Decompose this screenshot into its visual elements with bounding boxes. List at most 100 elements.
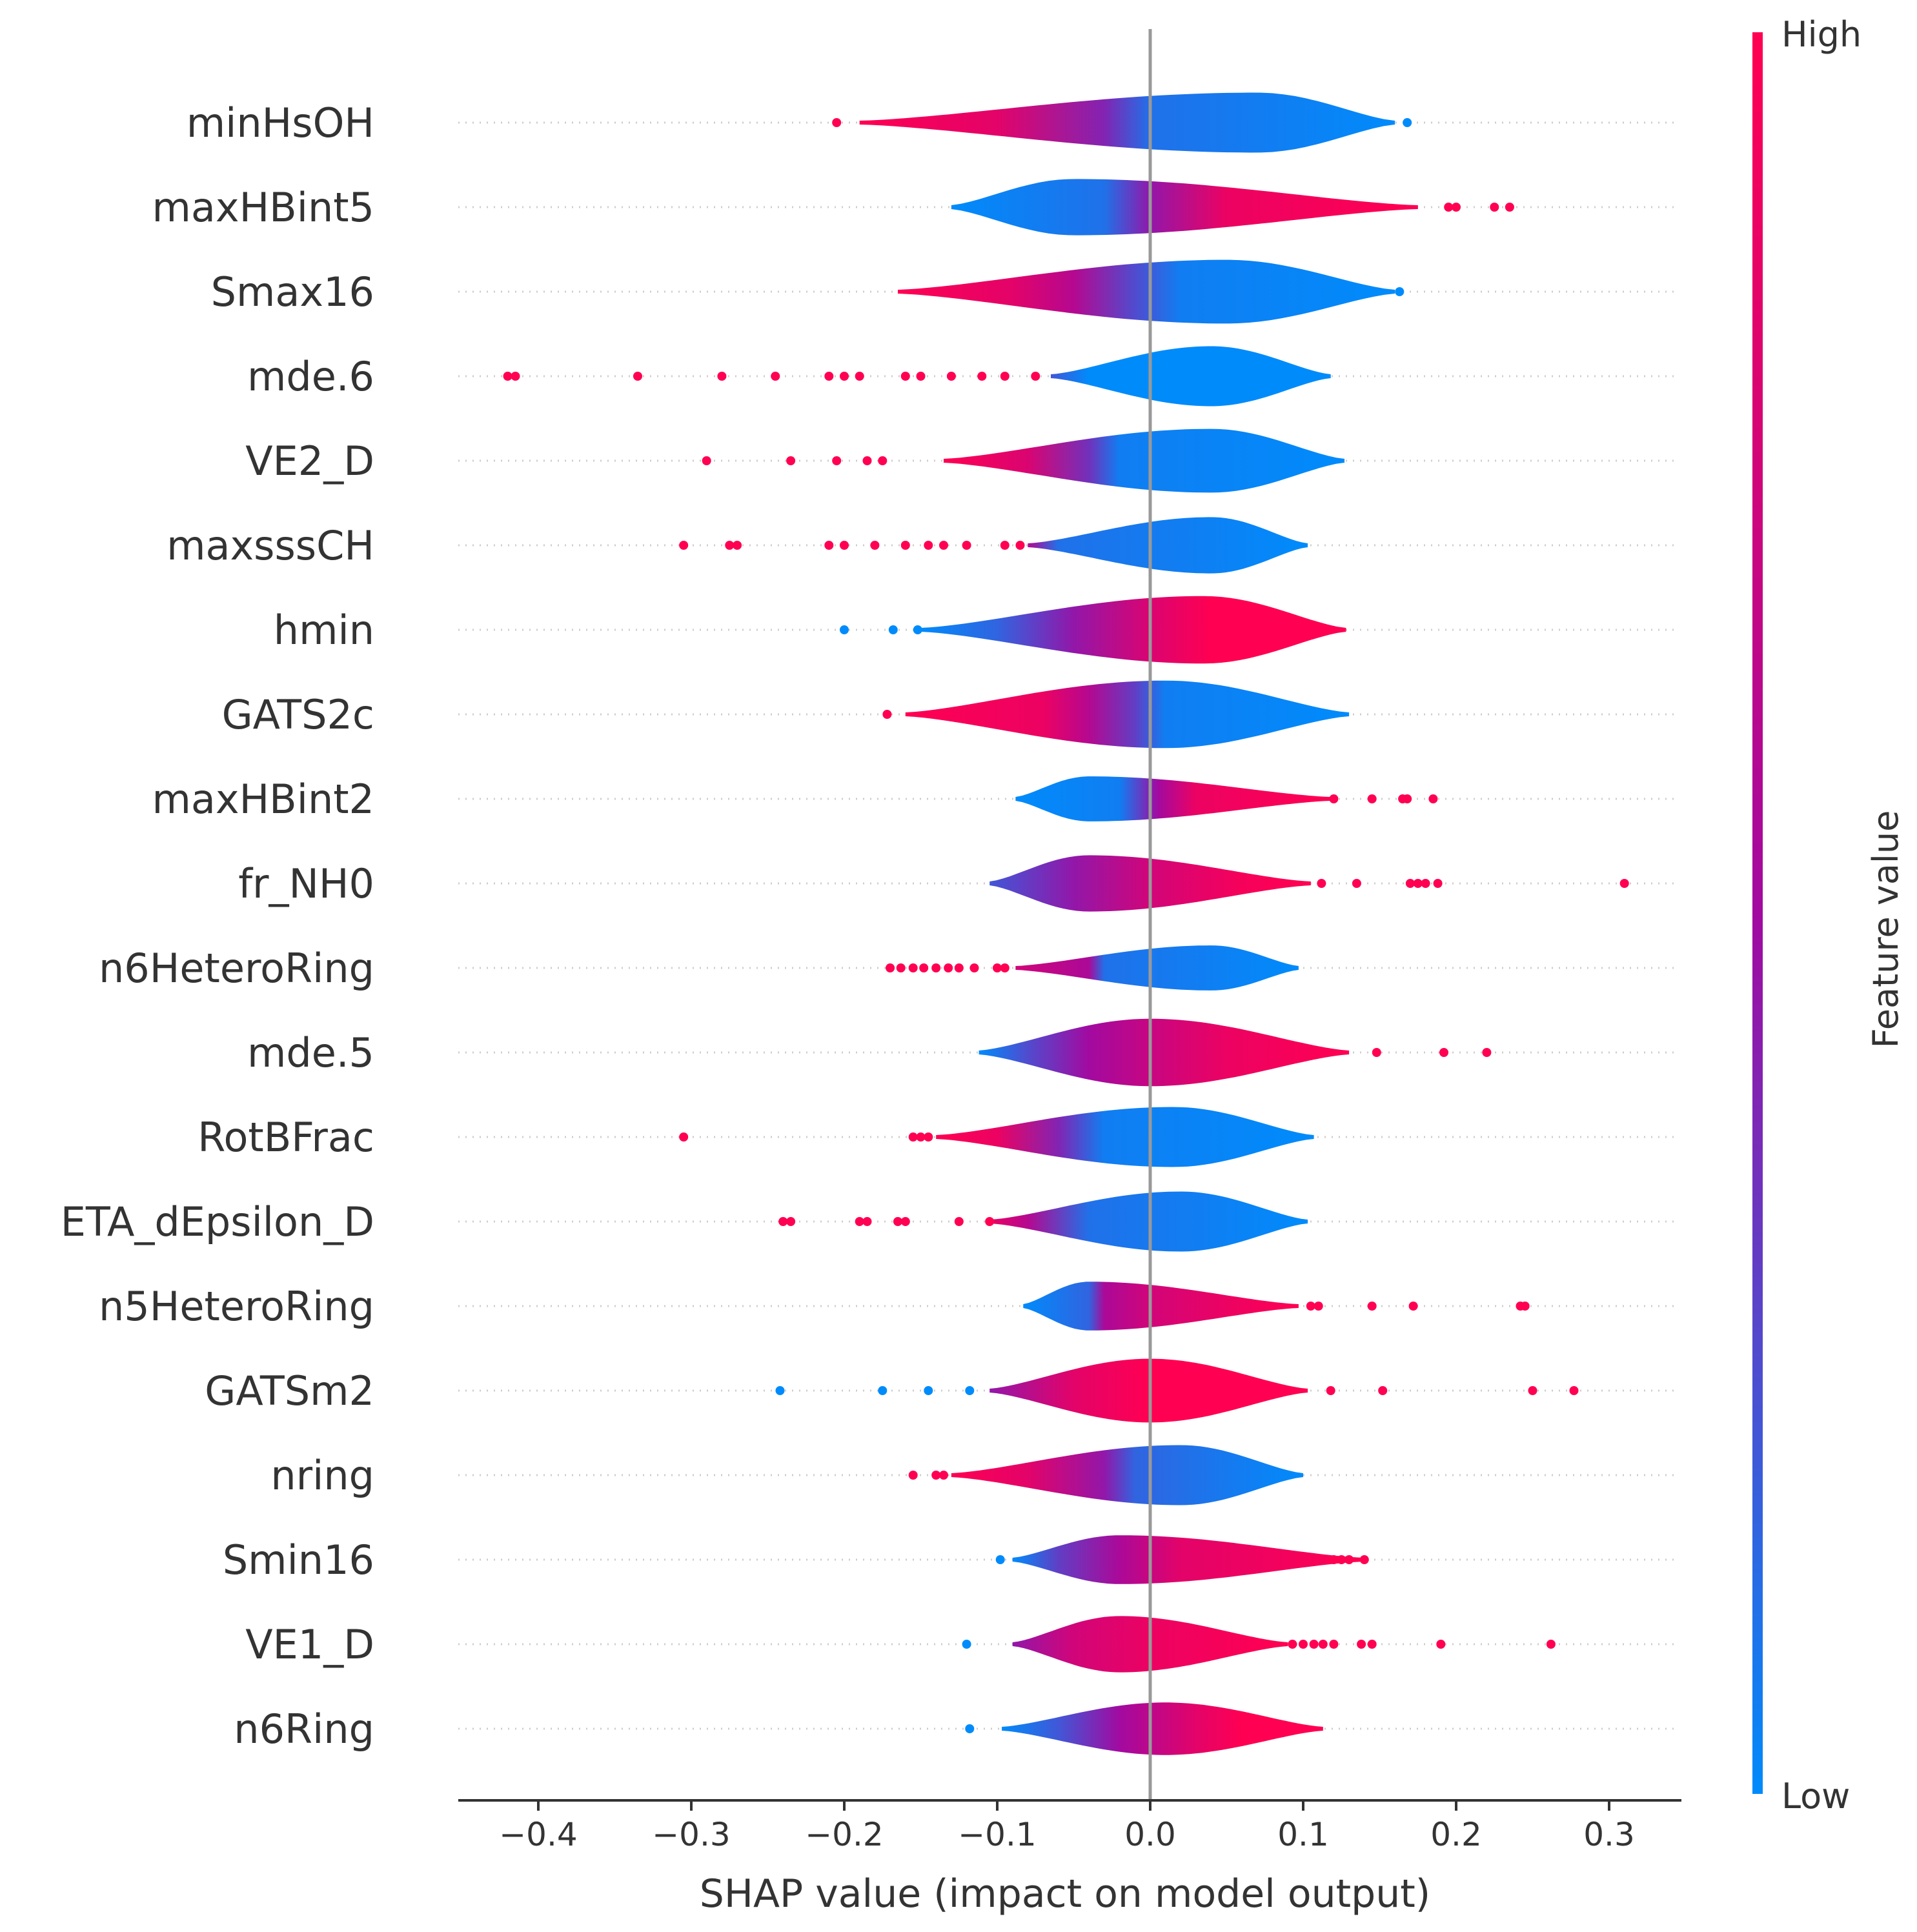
x-tick-label: −0.1	[958, 1816, 1036, 1853]
outlier-point	[878, 456, 888, 465]
outlier-point	[1505, 203, 1514, 212]
outlier-point	[840, 625, 849, 634]
outlier-point	[1329, 794, 1339, 803]
outlier-point	[1421, 879, 1430, 888]
outlier-point	[965, 1724, 975, 1733]
feature-label: fr_NH0	[238, 860, 374, 907]
outlier-point	[824, 541, 834, 550]
feature-label: VE1_D	[245, 1621, 374, 1668]
outlier-point	[1413, 879, 1423, 888]
outlier-point	[916, 1132, 926, 1142]
outlier-point	[908, 1132, 918, 1142]
outlier-point	[939, 1471, 948, 1480]
outlier-point	[862, 456, 872, 465]
outlier-point	[1359, 1555, 1369, 1564]
outlier-point	[1337, 1555, 1346, 1564]
outlier-point	[1490, 203, 1499, 212]
outlier-point	[965, 1386, 975, 1395]
feature-row: mde.5	[247, 1018, 1678, 1087]
outlier-point	[878, 1386, 888, 1395]
feature-row: GATS2c	[222, 680, 1678, 749]
outlier-point	[1395, 287, 1405, 296]
outlier-point	[1433, 879, 1443, 888]
outlier-point	[896, 963, 906, 972]
outlier-point	[1318, 1640, 1328, 1649]
feature-label: maxHBint2	[152, 776, 374, 823]
outlier-point	[733, 541, 742, 550]
outlier-point	[985, 1217, 995, 1226]
violin-body	[1012, 1535, 1364, 1584]
outlier-point	[824, 372, 834, 381]
outlier-point	[832, 456, 842, 465]
feature-label: minHsOH	[187, 99, 374, 146]
feature-label: n6HeteroRing	[99, 945, 374, 992]
outlier-point	[1378, 1386, 1388, 1395]
x-tick-label: −0.4	[499, 1816, 577, 1853]
feature-row: fr_NH0	[238, 855, 1678, 912]
outlier-point	[1403, 118, 1412, 127]
outlier-point	[1306, 1302, 1315, 1311]
feature-row: n6HeteroRing	[99, 945, 1678, 992]
outlier-point	[1015, 541, 1025, 550]
outlier-point	[954, 1217, 964, 1226]
feature-row: Smax16	[211, 259, 1678, 324]
x-tick-label: −0.3	[652, 1816, 730, 1853]
outlier-point	[633, 372, 642, 381]
violin-body	[1015, 776, 1331, 821]
outlier-point	[954, 963, 964, 972]
feature-label: nring	[270, 1452, 374, 1499]
feature-label: n6Ring	[234, 1706, 374, 1753]
outlier-point	[1405, 879, 1415, 888]
outlier-point	[1428, 794, 1438, 803]
violin-body	[936, 1107, 1314, 1167]
feature-label: ETA_dEpsilon_D	[61, 1198, 374, 1245]
outlier-point	[1520, 1302, 1530, 1311]
x-tick-label: −0.2	[805, 1816, 883, 1853]
outlier-point	[962, 541, 971, 550]
outlier-point	[924, 1132, 933, 1142]
feature-label: n5HeteroRing	[99, 1283, 374, 1330]
outlier-point	[1000, 541, 1009, 550]
outlier-point	[1367, 1302, 1377, 1311]
outlier-point	[924, 1386, 933, 1395]
x-tick-label: 0.3	[1583, 1816, 1635, 1853]
outlier-point	[840, 541, 849, 550]
outlier-point	[1569, 1386, 1579, 1395]
feature-row: nring	[270, 1445, 1678, 1505]
feature-row: mde.6	[247, 346, 1678, 407]
outlier-point	[900, 1217, 910, 1226]
outlier-point	[679, 1132, 689, 1142]
outlier-point	[832, 118, 842, 127]
outlier-point	[1452, 203, 1461, 212]
outlier-point	[993, 963, 1002, 972]
outlier-point	[913, 625, 922, 634]
colorbar-low-label: Low	[1781, 1776, 1850, 1816]
outlier-point	[725, 541, 735, 550]
outlier-point	[1329, 1555, 1339, 1564]
outlier-point	[1031, 372, 1040, 381]
outlier-point	[1326, 1386, 1335, 1395]
feature-row: Smin16	[223, 1535, 1678, 1584]
x-tick-label: 0.0	[1124, 1816, 1176, 1853]
outlier-point	[908, 1471, 918, 1480]
violin-body	[1002, 1702, 1323, 1755]
violin-body	[920, 596, 1346, 664]
outlier-point	[1436, 1640, 1446, 1649]
violin-body	[951, 179, 1418, 236]
outlier-point	[916, 372, 926, 381]
violin-body	[951, 1445, 1303, 1505]
violin-body	[979, 1018, 1350, 1087]
colorbar-gradient	[1752, 32, 1763, 1794]
outlier-point	[855, 372, 864, 381]
outlier-point	[771, 372, 780, 381]
outlier-point	[969, 963, 979, 972]
x-tick-label: 0.1	[1277, 1816, 1329, 1853]
outlier-point	[1403, 794, 1412, 803]
feature-row: GATSm2	[205, 1358, 1678, 1423]
colorbar-title: Feature value	[1865, 810, 1906, 1049]
outlier-point	[840, 372, 849, 381]
outlier-point	[778, 1217, 788, 1226]
feature-label: Smax16	[211, 268, 374, 316]
feature-label: RotBFrac	[198, 1114, 374, 1161]
outlier-point	[1367, 1640, 1377, 1649]
